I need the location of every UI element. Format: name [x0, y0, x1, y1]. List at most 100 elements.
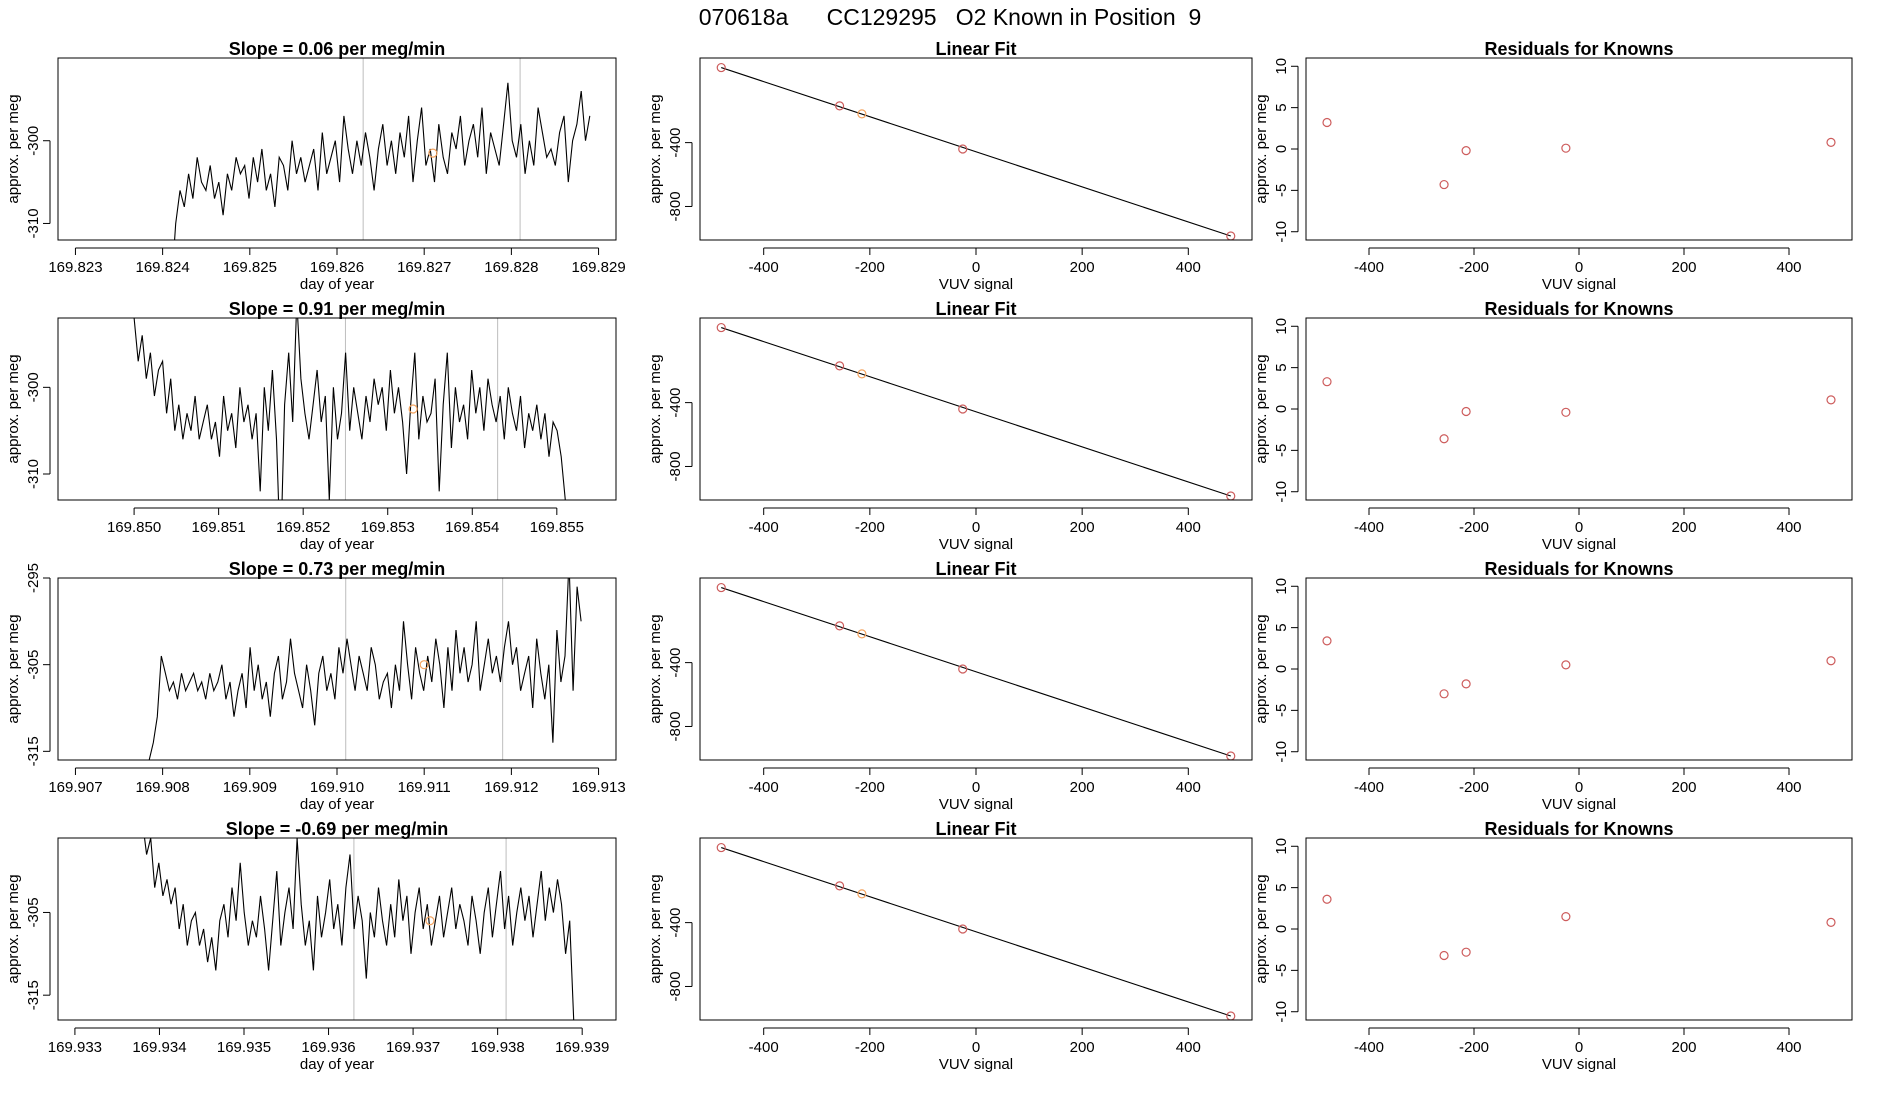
chart-panel-2: Linear Fit -400 -200 0 200 400 VUV signal -400 -… [647, 39, 1253, 293]
plot-frame [1305, 317, 1853, 501]
plot-area [174, 82, 591, 240]
data-point [1826, 137, 1836, 147]
x-tick-label: 169.828 [484, 259, 538, 276]
x-tick-label: 169.912 [484, 779, 538, 796]
chart-title: Linear Fit [935, 299, 1016, 319]
x-axis-label: VUV signal [939, 536, 1013, 553]
y-tick-label: -800 [667, 971, 684, 1001]
x-tick-label: -400 [749, 1039, 779, 1056]
x-tick-label: 400 [1176, 519, 1201, 536]
y-tick-label: -400 [667, 128, 684, 158]
x-tick-label: 169.911 [398, 779, 451, 796]
chart-title: Residuals for Knowns [1484, 39, 1673, 59]
data-point [834, 881, 845, 891]
x-axis-label: day of year [300, 536, 374, 553]
x-tick-label: -200 [855, 779, 885, 796]
chart-panel-9: Residuals for Knowns -400 -200 0 200 400 VUV s… [1253, 559, 1853, 813]
x-tick-label: 169.910 [310, 779, 364, 796]
data-point [1561, 911, 1571, 922]
x-tick-label: 169.937 [386, 1039, 440, 1056]
x-tick-label: 169.909 [223, 779, 277, 796]
page-title: 070618a CC129295 O2 Known in Position 9 [698, 4, 1202, 30]
y-axis-label: approx. per meg [647, 874, 664, 983]
x-tick-label: -200 [855, 1039, 885, 1056]
x-axis-label: VUV signal [1542, 536, 1616, 553]
y-axis-label: approx. per meg [1253, 614, 1270, 723]
x-tick-label: 169.933 [48, 1039, 102, 1056]
x-tick-label: 400 [1776, 259, 1801, 276]
x-axis-label: VUV signal [1542, 276, 1616, 293]
x-tick-label: 200 [1671, 519, 1696, 536]
chart-panel-3: Residuals for Knowns -400 -200 0 200 400 VUV s… [1253, 39, 1853, 293]
x-tick-label: 200 [1070, 779, 1095, 796]
x-axis-label: VUV signal [1542, 796, 1616, 813]
chart-title: Linear Fit [935, 559, 1016, 579]
data-point [1561, 660, 1571, 670]
y-tick-label: -10 [1273, 221, 1290, 243]
data-point [834, 101, 845, 111]
plot-area [716, 582, 1236, 760]
chart-panel-5: Linear Fit -400 -200 0 200 400 VUV signal -400 -… [647, 299, 1253, 553]
x-axis-label: day of year [300, 1056, 374, 1073]
x-tick-label: -400 [1354, 1039, 1384, 1056]
data-point [1439, 434, 1449, 444]
x-axis-label: VUV signal [939, 276, 1013, 293]
data-point [958, 664, 968, 674]
plot-frame [1305, 577, 1853, 761]
y-axis-label: approx. per meg [1253, 874, 1270, 983]
x-tick-label: 0 [1575, 259, 1583, 276]
y-tick-label: -400 [667, 908, 684, 938]
series-line [133, 318, 566, 500]
y-tick-label: 5 [1273, 623, 1290, 631]
y-tick-label: 10 [1273, 58, 1290, 75]
data-point [1439, 950, 1449, 961]
y-tick-label: -10 [1273, 741, 1290, 763]
chart-title: Linear Fit [935, 39, 1016, 59]
known-point-marker [408, 404, 418, 414]
y-tick-label: 0 [1273, 405, 1290, 413]
x-tick-label: 400 [1776, 519, 1801, 536]
y-tick-label: 5 [1273, 103, 1290, 111]
data-point [1461, 406, 1471, 417]
data-point [834, 621, 845, 631]
x-tick-label: 169.939 [555, 1039, 609, 1056]
x-axis-label: VUV signal [1542, 1056, 1616, 1073]
chart-panel-12: Residuals for Knowns -400 -200 0 200 400 VUV s… [1253, 819, 1853, 1073]
x-tick-label: 200 [1671, 259, 1696, 276]
plot-area [143, 838, 575, 1020]
y-axis-label: approx. per meg [5, 94, 22, 203]
y-tick-label: -5 [1273, 184, 1290, 197]
known-point-marker [419, 660, 429, 670]
chart-title: Residuals for Knowns [1484, 299, 1673, 319]
chart-title: Slope = -0.69 per meg/min [226, 819, 449, 839]
plot-frame [57, 837, 617, 1021]
data-point [1439, 179, 1449, 190]
x-tick-label: 169.908 [136, 779, 190, 796]
y-tick-label: -305 [25, 897, 42, 927]
plot-area [716, 62, 1236, 240]
x-tick-label: 400 [1176, 1039, 1201, 1056]
plot-area [1322, 377, 1836, 444]
y-axis-label: approx. per meg [1253, 354, 1270, 463]
data-point [1322, 377, 1332, 387]
data-point [1461, 947, 1471, 957]
data-point [1826, 395, 1836, 405]
y-tick-label: 0 [1273, 665, 1290, 673]
x-tick-label: 169.854 [445, 519, 499, 536]
y-tick-label: -800 [667, 451, 684, 481]
known-point-marker [428, 148, 438, 158]
chart-panel-4: Slope = 0.91 per meg/min 169.850 169.851 16… [5, 299, 617, 553]
plot-area [1322, 117, 1836, 190]
x-tick-label: -200 [1459, 779, 1489, 796]
y-axis-label: approx. per meg [5, 354, 22, 463]
x-tick-label: 169.829 [571, 259, 625, 276]
chart-panel-6: Residuals for Knowns -400 -200 0 200 400 VUV s… [1253, 299, 1853, 553]
plot-area [716, 842, 1236, 1020]
x-tick-label: 169.855 [530, 519, 584, 536]
y-tick-label: -310 [25, 459, 42, 489]
x-tick-label: 0 [972, 259, 980, 276]
data-point [1439, 689, 1449, 699]
x-axis-label: day of year [300, 796, 374, 813]
x-tick-label: 169.936 [301, 1039, 355, 1056]
plot-frame [699, 57, 1253, 241]
